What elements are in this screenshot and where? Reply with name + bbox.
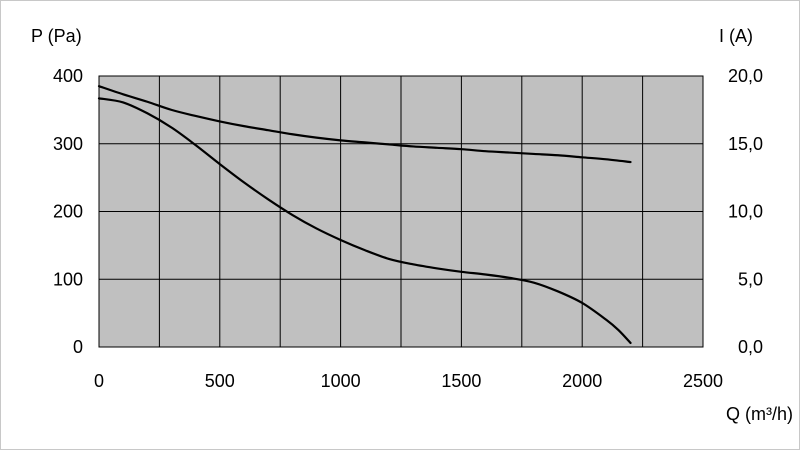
y-right-tick-label: 10,0 <box>728 202 763 222</box>
y-left-tick-label: 400 <box>53 66 83 86</box>
y-left-tick-label: 0 <box>73 337 83 357</box>
y-right-tick-label: 20,0 <box>728 66 763 86</box>
tick-labels: 0 500 1000 1500 2000 2500 0 100 200 300 400 0,0 5,0 1… <box>53 66 763 391</box>
y-right-tick-label: 15,0 <box>728 134 763 154</box>
y-right-tick-label: 5,0 <box>738 269 763 289</box>
x-tick-label: 2500 <box>683 371 723 391</box>
series-curve-2 <box>97 85 632 164</box>
y-left-tick-label: 100 <box>53 269 83 289</box>
series-curve-1 <box>97 97 632 345</box>
y-axis-label-right: I (A) <box>719 26 753 46</box>
curves <box>97 85 632 345</box>
x-tick-label: 0 <box>94 371 104 391</box>
y-axis-label-left: P (Pa) <box>31 26 82 46</box>
x-tick-label: 500 <box>205 371 235 391</box>
y-right-tick-label: 0,0 <box>738 337 763 357</box>
y-left-tick-label: 300 <box>53 134 83 154</box>
x-tick-label: 1000 <box>321 371 361 391</box>
x-tick-label: 1500 <box>441 371 481 391</box>
y-left-tick-label: 200 <box>53 202 83 222</box>
x-axis-label: Q (m³/h) <box>726 404 793 424</box>
x-tick-label: 2000 <box>562 371 602 391</box>
